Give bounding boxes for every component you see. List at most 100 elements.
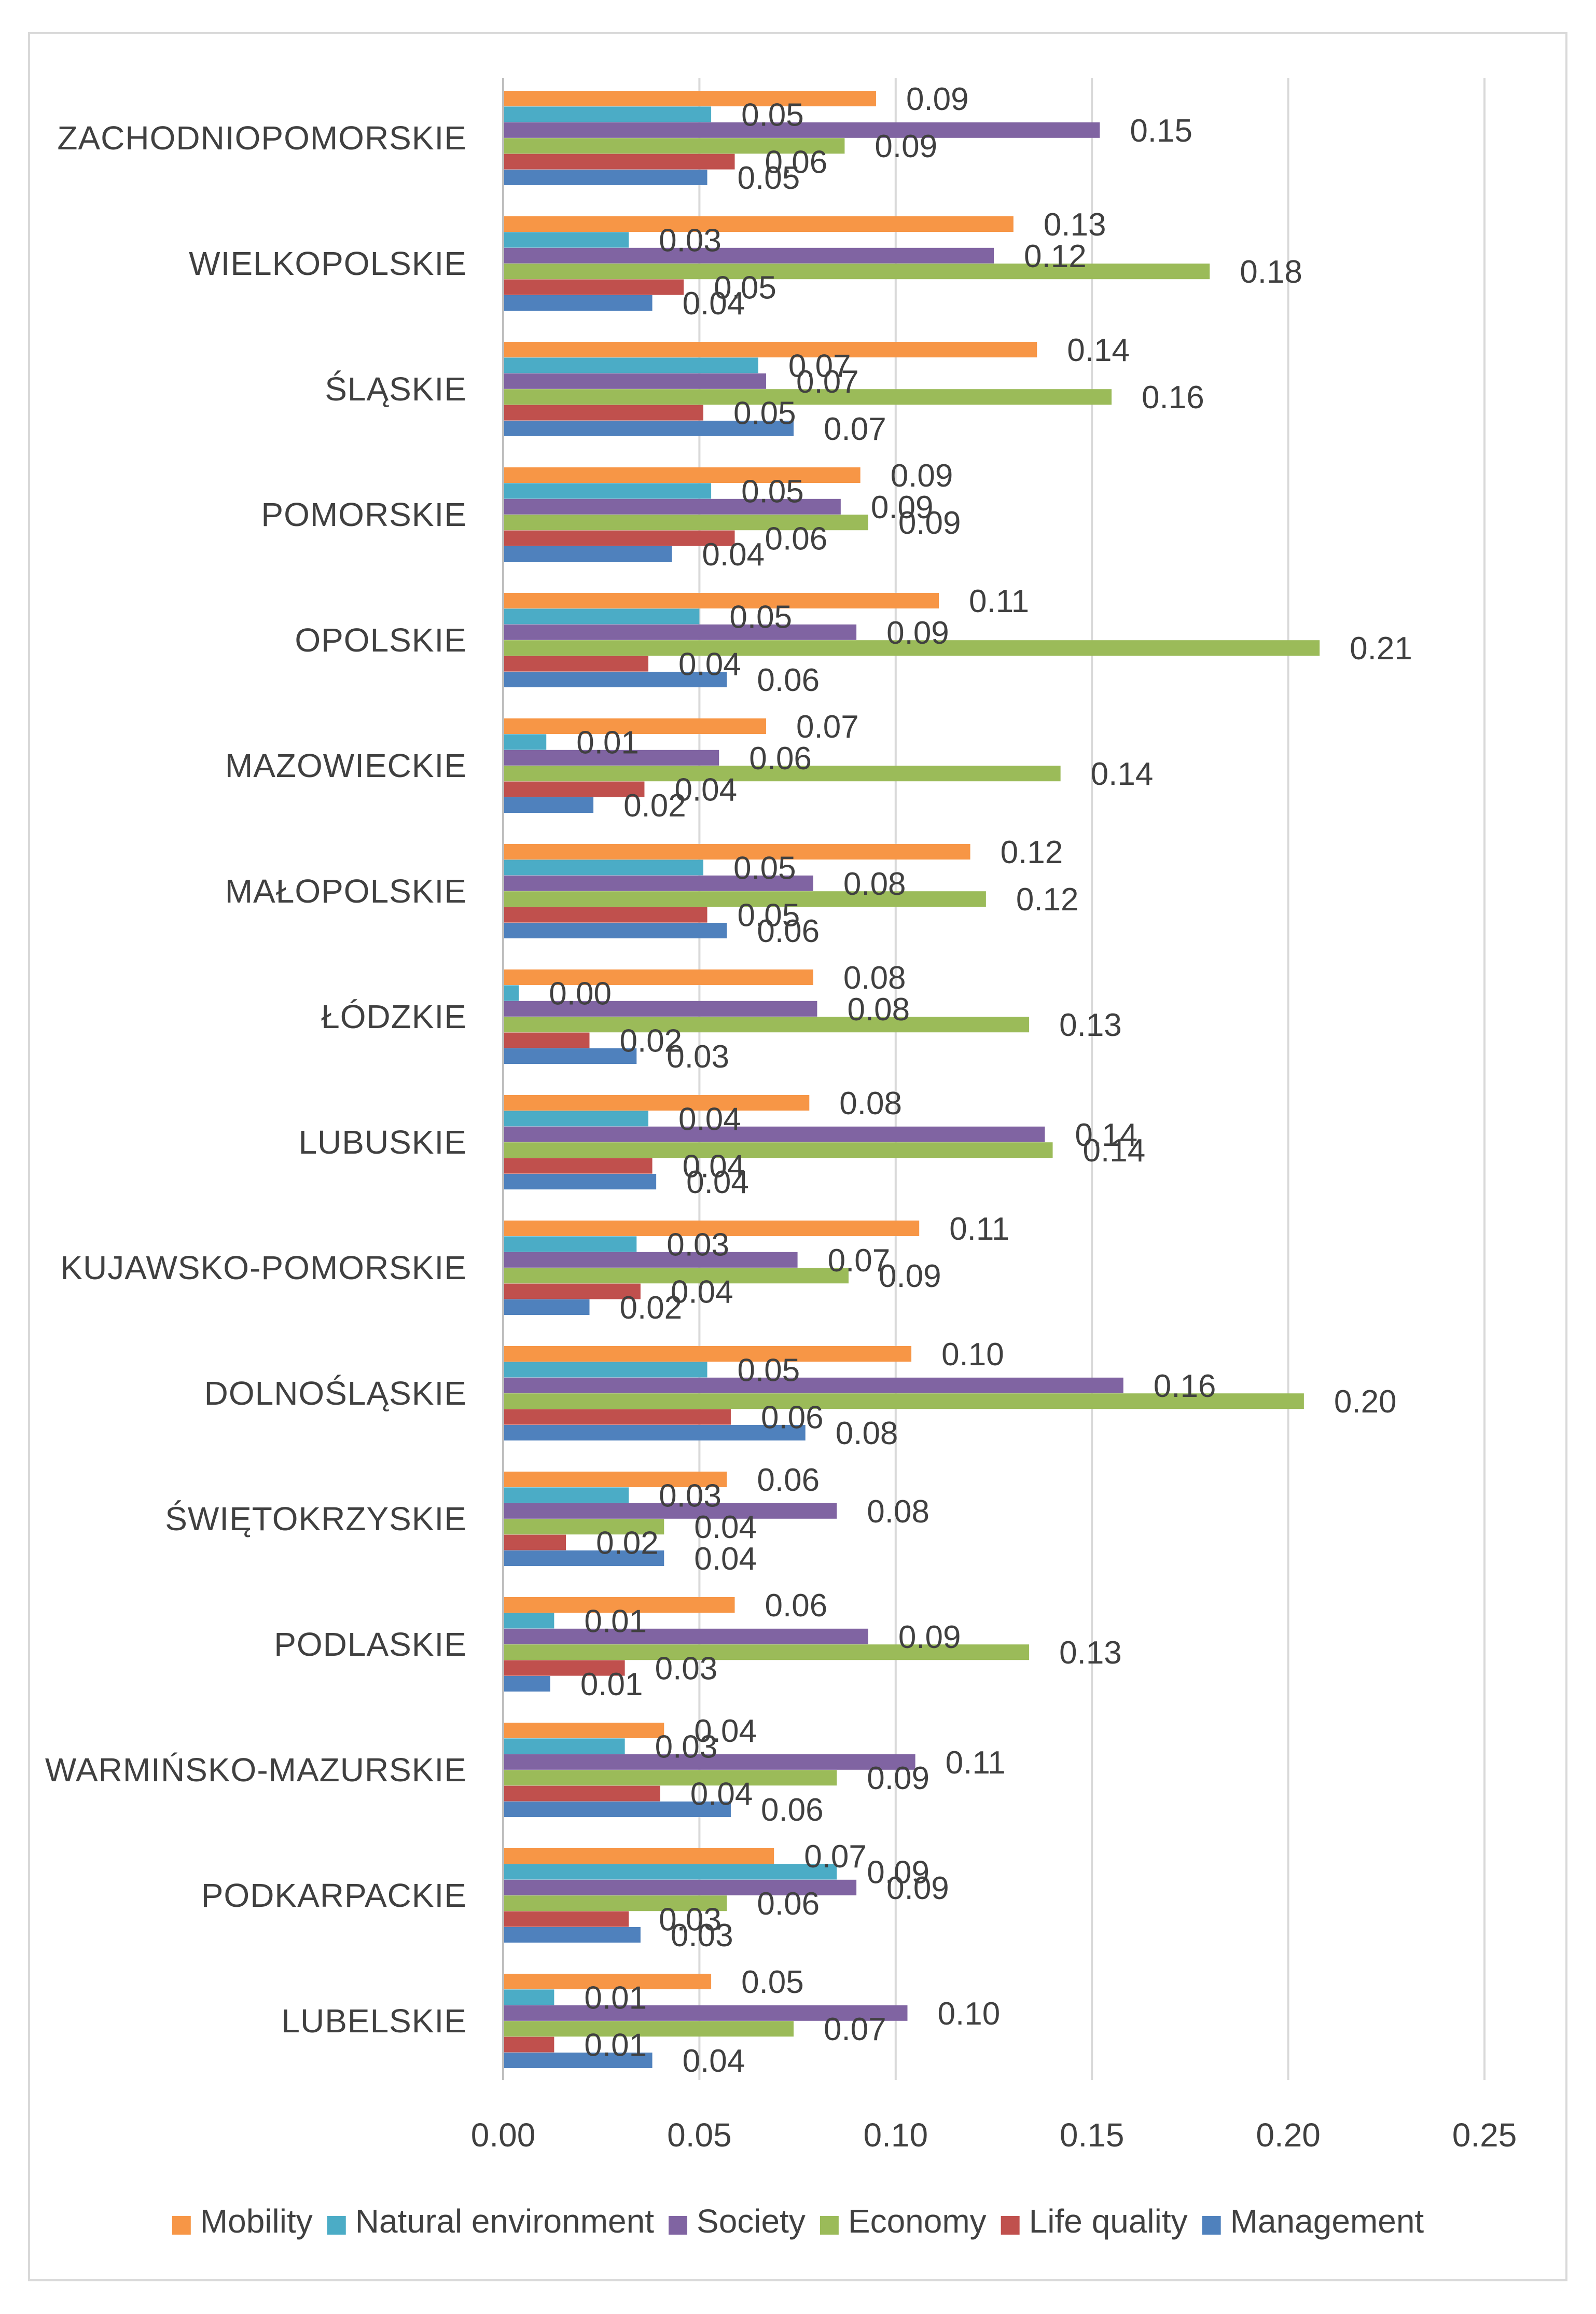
- data-label: 0.01: [580, 1667, 643, 1702]
- x-tick-label: 0.10: [864, 2116, 928, 2154]
- bar-life-quality: [503, 2036, 554, 2053]
- category-label: WARMIŃSKO-MAZURSKIE: [45, 1751, 467, 1789]
- data-label: 0.04: [683, 286, 745, 322]
- data-label: 0.05: [741, 474, 804, 509]
- bar-life-quality: [503, 1409, 731, 1425]
- category-label: ŁÓDZKIE: [321, 998, 467, 1035]
- data-label: 0.07: [804, 1839, 867, 1875]
- bar-natural-environment: [503, 483, 712, 499]
- category-label: OPOLSKIE: [295, 621, 467, 659]
- legend-swatch-society: [669, 2216, 688, 2235]
- data-label: 0.08: [839, 1086, 902, 1121]
- data-label: 0.04: [678, 1101, 741, 1137]
- data-label: 0.08: [867, 1494, 929, 1530]
- bar-management: [503, 672, 727, 687]
- legend-label-society: Society: [697, 2202, 806, 2240]
- bar-society: [503, 624, 857, 640]
- data-label: 0.09: [875, 129, 937, 164]
- data-label: 0.14: [1075, 1117, 1137, 1153]
- data-label: 0.07: [824, 411, 886, 447]
- data-label: 0.06: [765, 521, 828, 557]
- bar-management: [503, 295, 653, 311]
- data-label: 0.16: [1154, 1368, 1216, 1404]
- data-label: 0.08: [847, 992, 910, 1028]
- legend-swatch-economy: [820, 2216, 839, 2235]
- bar-mobility: [503, 1848, 774, 1864]
- data-label: 0.05: [729, 599, 792, 635]
- data-label: 0.05: [738, 898, 800, 934]
- bar-natural-environment: [503, 608, 700, 625]
- bar-life-quality: [503, 1032, 590, 1048]
- data-label: 0.13: [1044, 207, 1106, 243]
- bar-mobility: [503, 467, 861, 483]
- bar-society: [503, 1001, 817, 1017]
- data-label: 0.05: [733, 850, 796, 886]
- bar-management: [503, 1550, 664, 1566]
- bar-economy: [503, 1142, 1053, 1158]
- bar-mobility: [503, 91, 876, 106]
- data-label: 0.09: [906, 81, 969, 117]
- data-label: 0.02: [596, 1526, 659, 1561]
- data-label: 0.09: [898, 505, 961, 541]
- legend-swatch-management: [1202, 2216, 1221, 2235]
- bar-mobility: [503, 969, 813, 985]
- data-label: 0.09: [891, 458, 953, 494]
- data-label: 0.15: [1130, 113, 1192, 149]
- bar-mobility: [503, 342, 1037, 357]
- data-label: 0.04: [683, 1149, 745, 1185]
- data-label: 0.03: [659, 223, 721, 258]
- data-label: 0.16: [1142, 380, 1204, 415]
- bar-natural-environment: [503, 357, 758, 373]
- data-label: 0.04: [694, 1713, 757, 1749]
- data-label: 0.12: [1001, 835, 1063, 870]
- data-label: 0.03: [667, 1039, 729, 1075]
- category-label: ZACHODNIOPOMORSKIE: [57, 119, 467, 157]
- bar-management: [503, 1299, 590, 1315]
- data-label: 0.00: [549, 976, 612, 1011]
- data-label: 0.05: [741, 97, 804, 133]
- legend-label-natural-environment: Natural environment: [355, 2202, 655, 2240]
- legend-label-mobility: Mobility: [200, 2202, 313, 2240]
- data-label: 0.04: [678, 647, 741, 683]
- bar-natural-environment: [503, 1864, 837, 1880]
- data-label: 0.02: [623, 788, 686, 824]
- category-label: LUBUSKIE: [298, 1124, 467, 1161]
- data-label: 0.01: [584, 1603, 647, 1639]
- bar-economy: [503, 515, 868, 531]
- data-label: 0.03: [671, 1918, 733, 1953]
- category-label: MAZOWIECKIE: [225, 747, 467, 784]
- bar-management: [503, 421, 794, 436]
- data-label: 0.21: [1350, 631, 1412, 667]
- data-label: 0.04: [683, 2043, 745, 2079]
- data-label: 0.10: [938, 1996, 1001, 2032]
- data-label: 0.04: [671, 1274, 733, 1310]
- data-label: 0.10: [941, 1337, 1004, 1373]
- bar-economy: [503, 891, 986, 907]
- category-label: KUJAWSKO-POMORSKIE: [60, 1249, 467, 1286]
- bar-society: [503, 1503, 837, 1519]
- data-labels: 0.090.05 0.150.090.060.050.130.03 0.12 0.18…: [549, 81, 1412, 2079]
- data-label: 0.06: [749, 741, 812, 777]
- data-label: 0.01: [584, 1980, 647, 2016]
- data-label: 0.06: [761, 1792, 824, 1828]
- data-label: 0.05: [738, 160, 800, 196]
- data-label: 0.04: [694, 1509, 757, 1545]
- data-label: 0.07: [796, 364, 859, 400]
- data-label: 0.14: [1067, 332, 1130, 368]
- x-tick-label: 0.05: [667, 2116, 732, 2154]
- bar-society: [503, 875, 813, 891]
- data-label: 0.07: [788, 348, 851, 384]
- data-label: 0.09: [867, 1854, 929, 1890]
- bar-mobility: [503, 1597, 735, 1613]
- data-label: 0.03: [655, 1651, 718, 1687]
- bar-economy: [503, 1393, 1304, 1409]
- data-label: 0.04: [694, 1541, 757, 1577]
- data-label: 0.08: [843, 866, 906, 902]
- bar-management: [503, 1174, 657, 1189]
- bar-life-quality: [503, 781, 645, 797]
- bar-natural-environment: [503, 985, 519, 1001]
- bar-society: [503, 1879, 857, 1895]
- data-label: 0.04: [702, 537, 765, 573]
- data-label: 0.06: [757, 1462, 820, 1498]
